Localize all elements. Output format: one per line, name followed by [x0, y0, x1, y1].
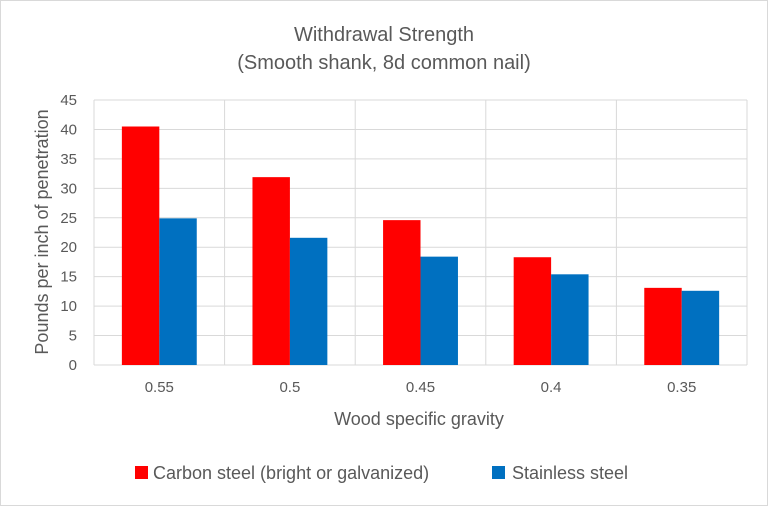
bar-stainless-steel [159, 218, 197, 365]
bars [121, 126, 720, 365]
y-tick-label: 0 [69, 357, 77, 374]
bar-carbon-steel [383, 220, 421, 365]
legend-swatch [492, 466, 505, 479]
y-tick-label: 25 [60, 210, 77, 227]
legend-label: Carbon steel (bright or galvanized) [153, 463, 429, 483]
y-tick-label: 45 [60, 92, 77, 109]
y-tick-label: 20 [60, 239, 77, 256]
y-tick-label: 10 [60, 298, 77, 315]
y-tick-label: 40 [60, 121, 77, 138]
y-axis-title: Pounds per inch of penetration [32, 109, 52, 354]
x-tick-label: 0.35 [667, 379, 696, 396]
chart-title: Withdrawal Strength [294, 24, 474, 46]
chart-subtitle: (Smooth shank, 8d common nail) [237, 52, 530, 74]
y-tick-label: 15 [60, 269, 77, 286]
x-tick-label: 0.5 [279, 379, 300, 396]
y-tick-label: 30 [60, 180, 77, 197]
legend: Carbon steel (bright or galvanized) Stain… [135, 463, 628, 483]
legend-label: Stainless steel [512, 463, 628, 483]
x-tick-label: 0.45 [406, 379, 435, 396]
x-axis-title: Wood specific gravity [334, 409, 504, 429]
bar-stainless-steel [681, 290, 720, 365]
x-tick-label: 0.4 [541, 379, 562, 396]
x-axis-tick-labels: 0.55 0.5 0.45 0.4 0.35 [145, 379, 697, 396]
bar-stainless-steel [289, 237, 328, 365]
y-tick-label: 35 [60, 151, 77, 168]
y-tick-label: 5 [69, 328, 77, 345]
y-axis-tick-labels: 0 5 10 15 20 25 30 35 40 45 [60, 92, 77, 374]
bar-carbon-steel [252, 177, 290, 365]
legend-swatch [135, 466, 148, 479]
x-tick-label: 0.55 [145, 379, 174, 396]
bar-carbon-steel [121, 126, 160, 365]
bar-carbon-steel [644, 287, 682, 365]
bar-stainless-steel [551, 274, 589, 365]
bar-carbon-steel [513, 257, 552, 365]
bar-stainless-steel [420, 256, 458, 365]
